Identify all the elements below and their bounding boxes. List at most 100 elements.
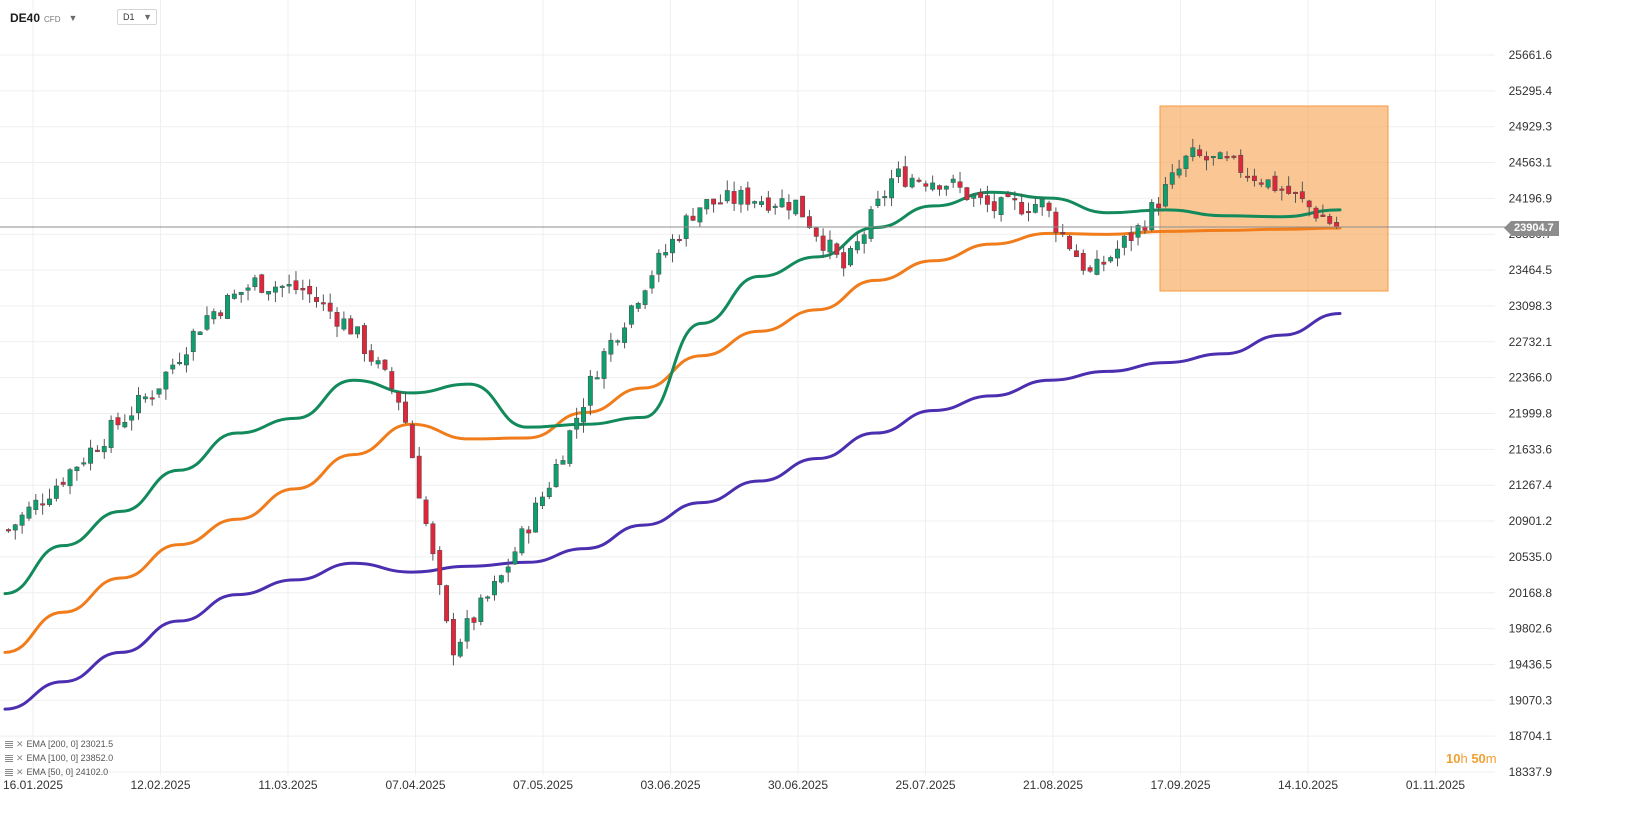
y-tick-label: 22366.0 — [1509, 371, 1553, 385]
candle — [498, 574, 504, 584]
candle — [1176, 159, 1182, 179]
candle — [485, 595, 491, 602]
close-icon[interactable]: ✕ — [16, 738, 24, 749]
candle — [1204, 151, 1209, 171]
candle — [841, 246, 847, 277]
caret-down-icon[interactable]: ▼ — [143, 12, 152, 22]
candle — [1306, 199, 1312, 217]
candle — [943, 185, 949, 196]
candle — [861, 231, 867, 254]
candle — [60, 477, 66, 488]
countdown-minutes: 50 — [1471, 751, 1486, 766]
candle — [772, 203, 778, 215]
price-axis[interactable]: 25661.625295.424929.324563.124196.923830… — [1509, 48, 1553, 779]
caret-down-icon[interactable]: ▼ — [68, 13, 78, 23]
candle — [731, 181, 737, 212]
candle — [1190, 138, 1196, 162]
candle — [1169, 164, 1175, 189]
candle — [738, 186, 744, 213]
candle — [533, 497, 539, 533]
time-axis[interactable]: 16.01.2025 12.02.2025 11.03.2025 07.04.2025… — [3, 778, 1465, 792]
candle — [348, 315, 354, 335]
candle — [197, 331, 203, 336]
candle — [1217, 151, 1223, 160]
candle — [964, 186, 970, 202]
candle — [457, 638, 463, 658]
candle — [1039, 197, 1045, 216]
candle — [786, 194, 792, 220]
candle — [690, 207, 696, 222]
candle — [1067, 234, 1073, 251]
candle — [745, 181, 751, 211]
candle — [300, 279, 306, 300]
candle — [170, 358, 176, 375]
settings-icon[interactable] — [5, 768, 13, 776]
x-tick-label: 07.05.2025 — [513, 778, 573, 792]
y-tick-label: 18337.9 — [1509, 765, 1553, 779]
candle — [567, 429, 573, 467]
candle — [327, 293, 333, 320]
x-tick-label: 30.06.2025 — [768, 778, 828, 792]
candle — [971, 193, 977, 207]
candle — [895, 161, 901, 184]
y-tick-label: 24563.1 — [1509, 156, 1553, 170]
candle — [800, 195, 806, 218]
y-tick-label: 23098.3 — [1509, 299, 1553, 313]
candle — [827, 230, 833, 260]
y-tick-label: 18704.1 — [1509, 729, 1553, 743]
candle — [320, 294, 326, 312]
candle — [759, 195, 764, 208]
candle — [1293, 191, 1298, 203]
candle — [1012, 191, 1018, 210]
y-tick-label: 22732.1 — [1509, 335, 1553, 349]
candle — [81, 457, 87, 467]
candle — [1162, 176, 1168, 208]
candle — [519, 525, 525, 556]
candle — [683, 213, 689, 247]
candle — [88, 439, 94, 471]
y-tick-label: 19070.3 — [1509, 693, 1553, 707]
candle — [697, 207, 703, 227]
ema50-line[interactable] — [3, 190, 1342, 596]
candle — [608, 332, 614, 362]
candle — [204, 306, 210, 331]
candle — [492, 575, 497, 601]
candle — [1005, 190, 1011, 198]
candle — [717, 194, 723, 205]
x-tick-label: 17.09.2025 — [1150, 778, 1210, 792]
candle — [594, 370, 600, 380]
candle — [1327, 213, 1333, 226]
countdown-m-unit: m — [1485, 751, 1497, 766]
candle — [279, 284, 285, 298]
ema100-line[interactable] — [3, 226, 1342, 654]
y-tick-label: 23464.5 — [1509, 263, 1553, 277]
candle — [539, 491, 545, 510]
candle — [704, 199, 710, 215]
candle — [1224, 151, 1230, 162]
candle — [334, 307, 340, 338]
candle — [190, 328, 196, 361]
candle — [868, 206, 874, 242]
ema200-line[interactable] — [3, 312, 1342, 711]
close-icon[interactable]: ✕ — [16, 766, 24, 777]
candle — [430, 521, 436, 561]
candle — [820, 228, 826, 258]
candle — [149, 390, 155, 406]
countdown-hours: 10 — [1446, 751, 1461, 766]
candle — [1108, 255, 1114, 264]
y-tick-label: 24929.3 — [1509, 120, 1553, 134]
close-icon[interactable]: ✕ — [16, 752, 24, 763]
countdown-h-unit: h — [1460, 751, 1468, 766]
settings-icon[interactable] — [5, 754, 13, 762]
candle — [649, 270, 655, 294]
timeframe-selector[interactable]: D1 ▼ — [117, 9, 157, 25]
candle — [396, 391, 402, 411]
x-tick-label: 01.11.2025 — [1406, 778, 1465, 792]
candle — [1272, 171, 1278, 193]
settings-icon[interactable] — [5, 740, 13, 748]
highlight-zone[interactable] — [1159, 105, 1389, 292]
candle — [1087, 265, 1093, 273]
y-tick-label: 21633.6 — [1509, 442, 1553, 456]
